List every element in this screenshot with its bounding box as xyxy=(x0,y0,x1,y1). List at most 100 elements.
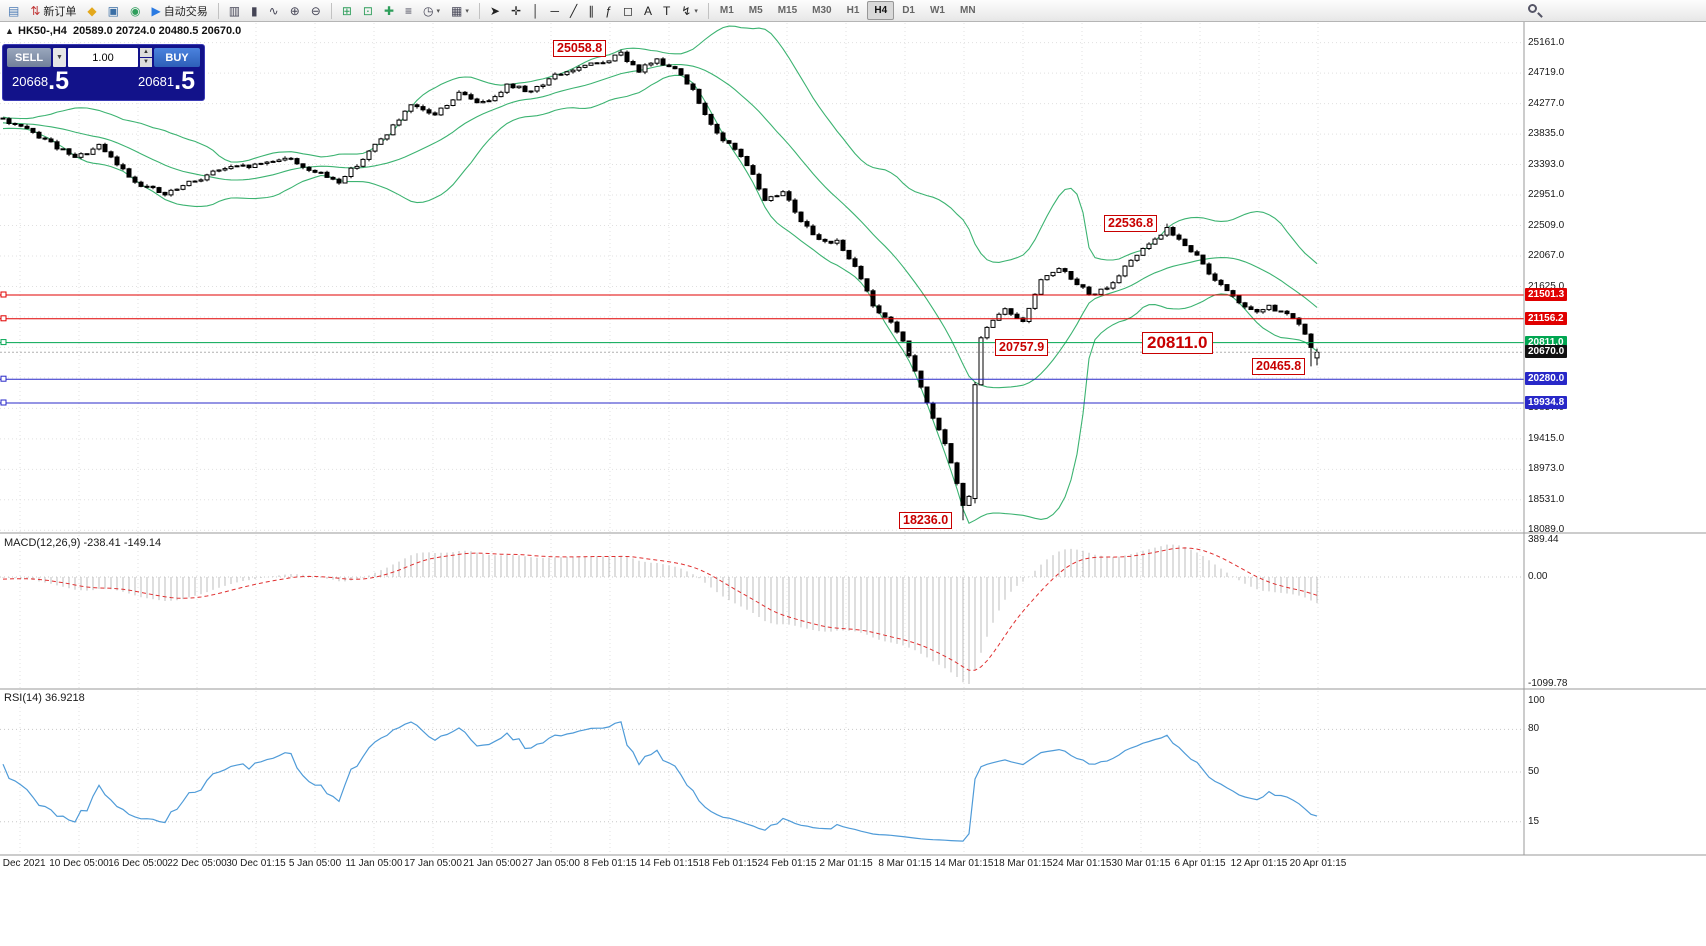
search-icon[interactable] xyxy=(1527,3,1543,19)
profile-button[interactable]: ▣ xyxy=(103,1,124,20)
price-callout[interactable]: 20811.0 xyxy=(1142,332,1213,354)
time-axis-label: 12 Apr 01:15 xyxy=(1230,858,1288,869)
price-axis-tick: 24719.0 xyxy=(1528,67,1565,79)
horizontal-line-tool-button[interactable]: ─ xyxy=(546,1,565,20)
arrows-tool-button[interactable]: ↯ ▾ xyxy=(676,1,703,20)
volume-up-icon[interactable]: ▲ xyxy=(140,48,152,57)
new-order-button[interactable]: ⇅ 新订单 xyxy=(25,1,81,20)
time-axis-label: 6 Dec 2021 xyxy=(0,858,46,869)
templates-icon: ▦ xyxy=(451,3,463,18)
price-level-label: 20280.0 xyxy=(1525,372,1568,386)
timeframe-w1[interactable]: W1 xyxy=(929,5,945,16)
time-axis-label: 16 Dec 05:00 xyxy=(108,858,168,869)
buy-button[interactable]: BUY xyxy=(154,48,200,67)
new-window-button[interactable]: ⊡ xyxy=(358,1,378,20)
sell-button[interactable]: SELL xyxy=(7,48,51,67)
rsi-axis-value: 15 xyxy=(1528,815,1540,827)
cursor-button[interactable]: ➤ xyxy=(485,1,505,20)
trendline-tool-button[interactable]: ╱ xyxy=(565,1,582,20)
timeframe-mn[interactable]: MN xyxy=(959,5,976,16)
indicator-list-button[interactable]: ≡ xyxy=(400,1,417,20)
time-axis-label: 11 Jan 05:00 xyxy=(345,858,403,869)
vertical-line-tool-button[interactable]: │ xyxy=(527,1,545,20)
main-pane-layer[interactable] xyxy=(0,25,1524,531)
price-callout[interactable]: 20757.9 xyxy=(995,339,1049,356)
candlestick-chart-button[interactable]: ▮ xyxy=(246,1,263,20)
tile-windows-button[interactable]: ⊞ xyxy=(337,1,357,20)
price-level-label: 19934.8 xyxy=(1525,396,1568,409)
caret-down-icon: ▾ xyxy=(694,7,698,15)
arrows-tool-icon: ↯ xyxy=(681,3,692,18)
time-axis-label: 24 Feb 01:15 xyxy=(757,858,817,869)
volume-down-icon[interactable]: ▼ xyxy=(140,58,152,67)
caret-down-icon: ▾ xyxy=(436,7,441,15)
price-callout[interactable]: 25058.8 xyxy=(553,40,607,57)
text-tool-button[interactable]: A xyxy=(639,1,657,20)
timeframe-m30[interactable]: M30 xyxy=(812,5,832,16)
indicators-button[interactable]: ✚ xyxy=(379,1,399,20)
timeframe-m5[interactable]: M5 xyxy=(748,5,763,16)
time-axis-label: 14 Feb 01:15 xyxy=(639,858,699,869)
buy-price-main: 20681 xyxy=(137,74,175,89)
timeframe-h1[interactable]: H1 xyxy=(846,5,860,16)
bar-chart-button[interactable]: ▥ xyxy=(224,1,245,20)
channel-tool-icon: ∥ xyxy=(588,3,595,18)
autotrading-label: 自动交易 xyxy=(163,5,208,18)
zoom-out-button[interactable]: ⊖ xyxy=(306,1,326,20)
price-axis-tick: 18973.0 xyxy=(1528,463,1565,475)
price-callout[interactable]: 22536.8 xyxy=(1104,215,1158,232)
indicators-icon: ✚ xyxy=(383,3,395,18)
volume-input[interactable]: 1.00 xyxy=(68,48,138,67)
templates-button[interactable]: ▦ ▾ xyxy=(446,1,474,20)
price-callout[interactable]: 20465.8 xyxy=(1252,358,1306,375)
new-order-label: 新订单 xyxy=(43,5,77,18)
time-axis-label: 24 Mar 01:15 xyxy=(1052,858,1112,869)
macd-indicator-label: MACD(12,26,9) -238.41 -149.14 xyxy=(4,537,162,549)
rsi-pane-layer[interactable] xyxy=(0,721,1524,842)
zoom-in-icon: ⊕ xyxy=(289,3,300,18)
time-axis-label: 17 Jan 05:00 xyxy=(404,858,462,869)
chart-ohlc-header: HK50-,H4 20589.0 20724.0 20480.5 20670.0 xyxy=(18,25,242,37)
timeframe-m15[interactable]: M15 xyxy=(777,5,798,16)
toolbar-items: ▤ ⇅ 新订单 ◆ ▣ ◉ ▶ 自动交易 ▥ ▮ ∿ ⊕ ⊖ ⊞ ⊡ ✚ ≡ ◷ ▾ ▦ ▾ ➤ ✛ │ ─ ╱ ∥ ƒ ◻ A T ↯ ▾ xyxy=(3,1,713,20)
autotrading-button[interactable]: ▶ 自动交易 xyxy=(146,1,212,20)
time-axis-label: 18 Feb 01:15 xyxy=(698,858,758,869)
volume-stepper[interactable]: ▲ ▼ xyxy=(140,48,152,67)
label-tool-button[interactable]: T xyxy=(658,1,675,20)
bar-chart-icon: ▥ xyxy=(228,3,241,18)
metaeditor-button[interactable]: ◆ xyxy=(82,1,101,20)
shapes-tool-button[interactable]: ◻ xyxy=(618,1,638,20)
periods-icon: ◷ xyxy=(423,3,434,18)
timeframe-d1[interactable]: D1 xyxy=(902,5,915,16)
zoom-in-button[interactable]: ⊕ xyxy=(285,1,305,20)
time-axis-label: 5 Jan 05:00 xyxy=(288,858,342,869)
new-order-icon: ⇅ xyxy=(30,3,41,18)
sell-price-pips: .5 xyxy=(48,67,70,95)
market-watch-button[interactable]: ◉ xyxy=(125,1,145,20)
channel-tool-button[interactable]: ∥ xyxy=(583,1,599,20)
trendline-tool-icon: ╱ xyxy=(570,3,578,18)
bid-ask-prices: 20668 .5 20681 .5 xyxy=(7,69,200,94)
timeframe-m1[interactable]: M1 xyxy=(719,5,734,16)
line-chart-icon: ∿ xyxy=(268,3,279,18)
time-axis-label: 30 Mar 01:15 xyxy=(1111,858,1171,869)
price-axis-tick: 25161.0 xyxy=(1528,36,1565,48)
price-level-label: 21156.2 xyxy=(1525,311,1567,325)
rsi-axis-value: 50 xyxy=(1528,766,1540,777)
price-axis-tick: 18089.0 xyxy=(1528,524,1565,536)
timeframe-h4[interactable]: H4 xyxy=(867,1,895,20)
time-axis-label: 27 Jan 05:00 xyxy=(522,858,580,869)
metaeditor-icon: ◆ xyxy=(87,3,97,18)
crosshair-button[interactable]: ✛ xyxy=(506,1,526,20)
price-callout[interactable]: 18236.0 xyxy=(899,512,953,529)
fibonacci-tool-button[interactable]: ƒ xyxy=(600,1,617,20)
horizontal-line-tool-icon: ─ xyxy=(550,3,560,18)
line-chart-button[interactable]: ∿ xyxy=(264,1,284,20)
macd-pane-layer[interactable] xyxy=(0,544,1524,684)
vertical-line-tool-icon: │ xyxy=(532,3,540,18)
new-chart-button[interactable]: ▤ xyxy=(3,1,24,20)
periods-button[interactable]: ◷ ▾ xyxy=(418,1,445,20)
one-click-collapse-icon[interactable]: ▲ xyxy=(5,26,14,36)
volume-dropdown-icon[interactable]: ▼ xyxy=(53,48,66,67)
